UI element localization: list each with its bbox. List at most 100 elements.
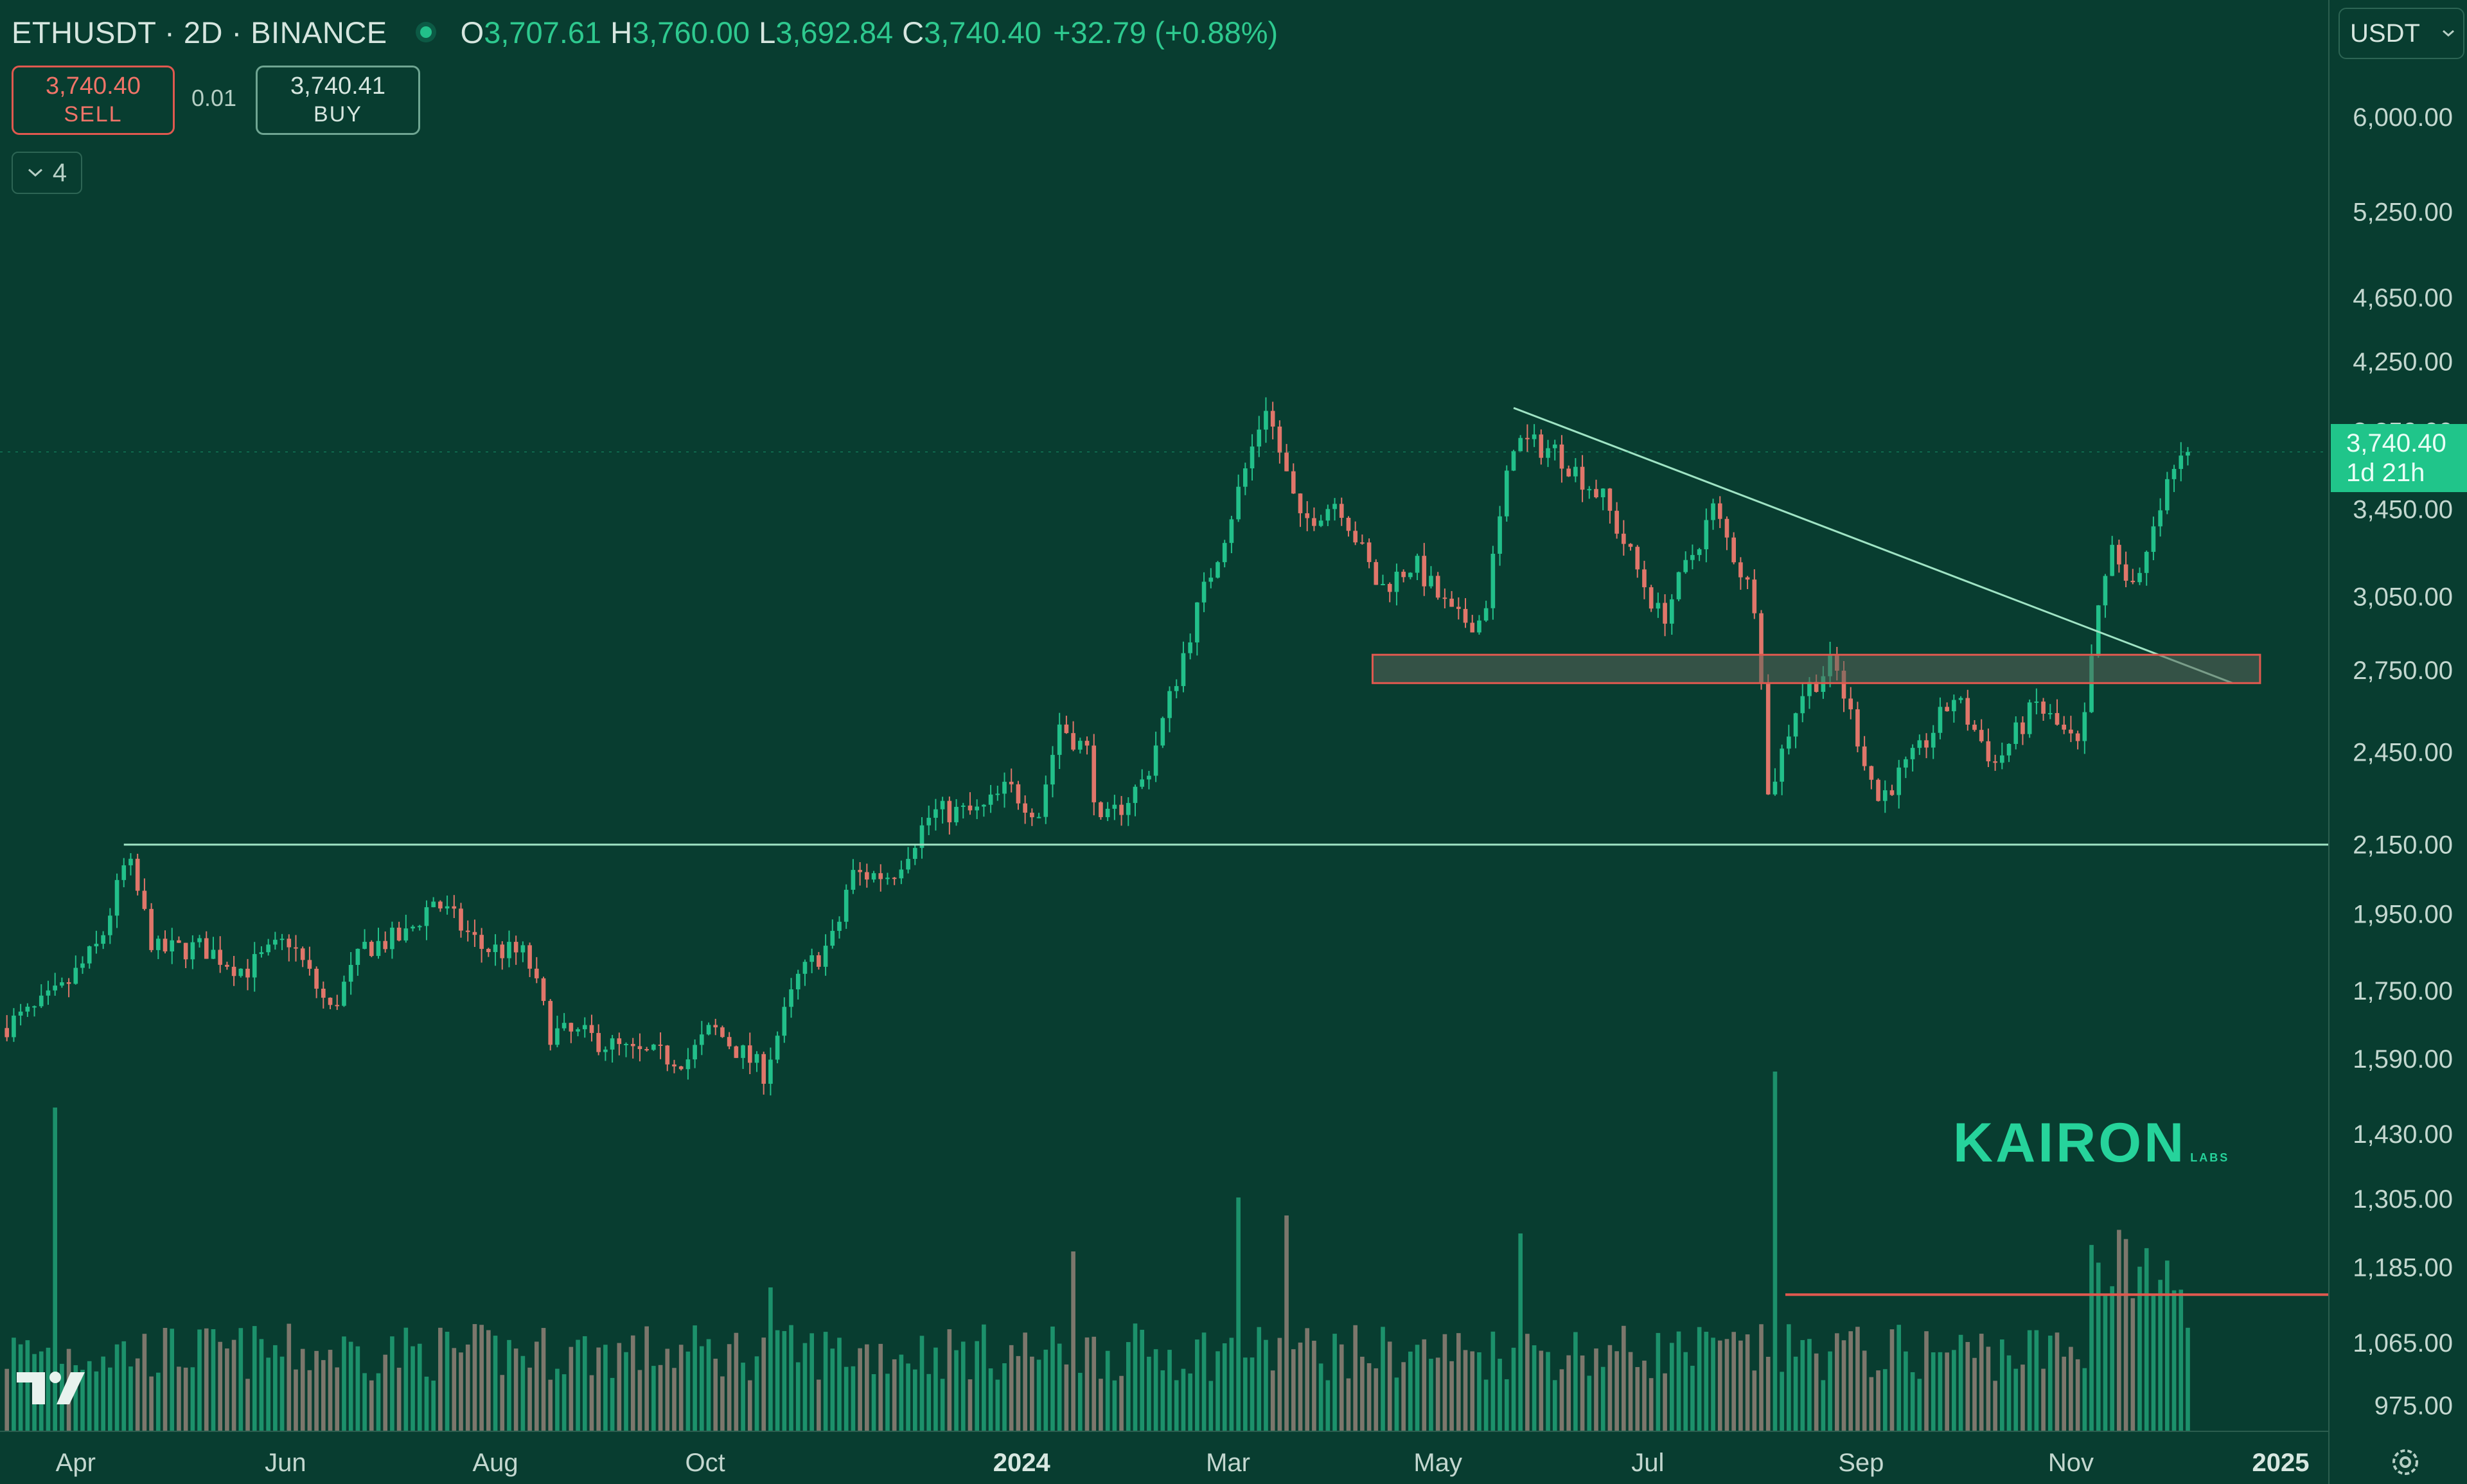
volume-bar <box>1952 1350 1956 1431</box>
volume-bar <box>871 1374 876 1431</box>
candle-body <box>1532 434 1537 439</box>
indicators-toggle[interactable]: 4 <box>12 152 82 194</box>
volume-bar <box>1917 1379 1922 1431</box>
candle-body <box>1765 683 1771 795</box>
volume-bar <box>1429 1359 1433 1431</box>
candle-body <box>231 966 236 976</box>
volume-bar <box>561 1374 567 1431</box>
price-tick-label: 1,185.00 <box>2353 1253 2453 1282</box>
candle-body <box>624 1043 628 1045</box>
candle-body <box>1889 790 1895 795</box>
price-tick-label: 1,950.00 <box>2353 901 2453 929</box>
volume-bar <box>1559 1369 1564 1431</box>
candle-body <box>1724 518 1729 538</box>
volume-bar <box>844 1366 849 1431</box>
currency-selector[interactable]: USDT <box>2339 8 2464 59</box>
close-key: C <box>902 15 924 49</box>
volume-bar <box>1366 1363 1372 1431</box>
volume-bar <box>94 1371 99 1431</box>
volume-bar <box>128 1366 133 1431</box>
candle-body <box>1429 576 1433 587</box>
candle-body <box>1504 470 1509 517</box>
candle-body <box>1318 520 1323 526</box>
time-tick-label: Nov <box>2048 1449 2094 1477</box>
volume-bar <box>2158 1280 2162 1431</box>
symbol-title[interactable]: ETHUSDT · 2D · BINANCE <box>12 15 387 49</box>
candle-body <box>858 870 862 872</box>
volume-bar <box>121 1341 127 1431</box>
volume-bar <box>651 1366 656 1431</box>
candle-body <box>1690 554 1695 560</box>
volume-bar <box>472 1324 477 1431</box>
candle-body <box>555 1028 560 1045</box>
price-tick-label: 3,450.00 <box>2353 496 2453 524</box>
volume-bar <box>1924 1331 1929 1431</box>
volume-bar <box>273 1345 278 1431</box>
candle-body <box>1904 759 1908 768</box>
candle-body <box>355 948 360 965</box>
candle-body <box>685 1059 691 1070</box>
candle-body <box>2117 545 2121 565</box>
volume-bar <box>2034 1330 2039 1431</box>
candle-body <box>1656 603 1661 609</box>
volume-bar <box>823 1332 828 1431</box>
volume-bar <box>1814 1353 1819 1431</box>
volume-bar <box>1993 1381 1997 1431</box>
candle-body <box>706 1025 711 1035</box>
buy-button[interactable]: 3,740.41 BUY <box>256 66 420 135</box>
candle-body <box>2055 712 2060 725</box>
candle-body <box>1945 707 1949 712</box>
candle-body <box>1498 516 1502 554</box>
volume-bar <box>2055 1332 2060 1431</box>
candle-body <box>2096 605 2101 657</box>
price-axis[interactable]: 6,000.005,250.004,650.004,250.003,850.00… <box>2353 103 2453 1420</box>
volume-bar <box>2186 1327 2190 1431</box>
volume-bar <box>1119 1375 1124 1431</box>
candle-body <box>445 906 450 909</box>
volume-bar <box>830 1348 835 1431</box>
candle-body <box>1979 730 1984 741</box>
volume-bar <box>926 1374 932 1431</box>
candle-body <box>452 906 457 909</box>
volume-bar <box>2069 1347 2073 1431</box>
candle-body <box>1119 804 1124 815</box>
volume-bar <box>1793 1356 1798 1431</box>
volume-bar <box>1986 1347 1991 1431</box>
candle-body <box>1298 493 1303 513</box>
sell-button[interactable]: 3,740.40 SELL <box>12 66 175 135</box>
volume-bar <box>1456 1333 1461 1431</box>
tradingview-logo-icon[interactable] <box>17 1367 87 1408</box>
volume-bar <box>1257 1327 1262 1431</box>
volume-bar <box>1580 1355 1585 1431</box>
candle-body <box>2062 724 2067 730</box>
candle-body <box>1057 724 1062 755</box>
bar-countdown: 1d 21h <box>2346 459 2425 487</box>
volume-bar <box>1009 1345 1014 1431</box>
volume-bar <box>4 1368 10 1431</box>
candle-body <box>940 800 945 809</box>
candle-body <box>66 982 71 984</box>
candle-body <box>782 1007 787 1036</box>
time-axis[interactable]: Apr Jun Aug Oct 2024 Mar May Jul Sep Nov 2025 <box>56 1449 2310 1477</box>
volume-bar <box>1958 1334 1963 1431</box>
volume-bar <box>1498 1358 1502 1431</box>
candle-body <box>968 805 973 811</box>
price-tick-label: 975.00 <box>2374 1392 2453 1420</box>
volume-bar <box>1807 1339 1812 1431</box>
volume-bar <box>1043 1349 1048 1431</box>
low-key: L <box>759 15 776 49</box>
settings-gear-icon[interactable] <box>2387 1444 2423 1480</box>
volume-bar <box>527 1367 532 1431</box>
volume-bar <box>335 1367 340 1431</box>
candle-body <box>1669 599 1674 624</box>
volume-bar <box>809 1333 814 1431</box>
candle-body <box>830 930 835 946</box>
volume-bar <box>1222 1343 1227 1431</box>
volume-bar <box>1697 1327 1702 1431</box>
candle-body <box>2006 744 2012 755</box>
candle-body <box>376 941 381 957</box>
candle-body <box>2047 712 2053 714</box>
candle-body <box>1463 608 1468 623</box>
candle-body <box>1993 761 1997 763</box>
